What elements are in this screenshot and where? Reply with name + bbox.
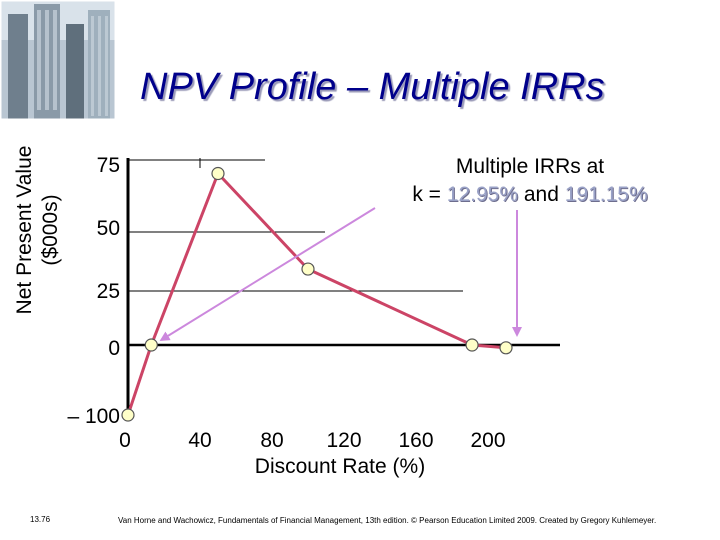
annotation-prefix: k = bbox=[412, 183, 447, 206]
data-point-marker bbox=[499, 341, 513, 355]
irr1-value: 12.95% bbox=[446, 183, 519, 206]
annotation-line1: Multiple IRRs at bbox=[455, 155, 605, 178]
irr2-value: 191.15% bbox=[564, 183, 648, 206]
x-tick-label: 120 bbox=[326, 429, 361, 452]
y-tick-label: 0 bbox=[108, 337, 120, 360]
data-point-marker bbox=[211, 166, 225, 181]
data-point-marker bbox=[465, 338, 479, 352]
y-tick-label: 50 bbox=[97, 217, 120, 240]
annotation-middle: and bbox=[518, 183, 565, 206]
x-tick-label: 40 bbox=[188, 429, 211, 452]
footer-credit: Van Horne and Wachowicz, Fundamentals of… bbox=[118, 516, 657, 525]
x-tick-label: 200 bbox=[470, 429, 505, 452]
arrow-to-irr1 bbox=[159, 207, 376, 342]
irr-annotation: Multiple IRRs at k = 12.95% and 191.15% bbox=[380, 153, 680, 209]
x-tick-label: 160 bbox=[398, 429, 433, 452]
annotation-line2: k = 12.95% and 191.15% bbox=[380, 181, 680, 209]
data-point-marker bbox=[301, 262, 315, 276]
x-tick-label: 80 bbox=[260, 429, 283, 452]
y-tick-label: 25 bbox=[97, 280, 120, 303]
building-photo bbox=[0, 0, 116, 120]
page-number: 13.76 bbox=[30, 515, 51, 524]
y-tick-label: – 100 bbox=[67, 405, 120, 428]
slide-title: NPV Profile – Multiple IRRs bbox=[140, 66, 605, 108]
x-axis-label: Discount Rate (%) bbox=[254, 455, 426, 478]
npv-series-line bbox=[126, 172, 507, 416]
data-point-marker bbox=[144, 338, 158, 352]
x-tick-label: 0 bbox=[119, 429, 131, 452]
y-tick-label: 75 bbox=[97, 154, 120, 177]
data-point-marker bbox=[121, 408, 135, 422]
